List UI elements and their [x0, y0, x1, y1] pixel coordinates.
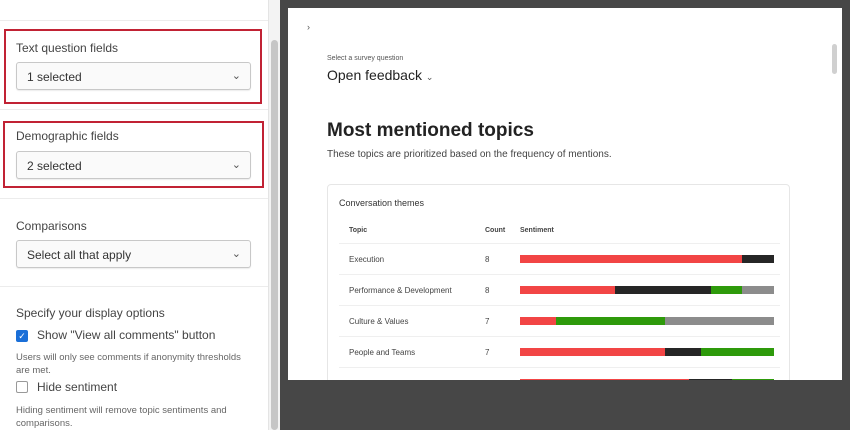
question-value: Open feedback [327, 67, 422, 83]
topic-count: 8 [485, 286, 490, 295]
divider [0, 109, 268, 110]
sentiment-bar [520, 317, 774, 325]
comparisons-dropdown[interactable]: Select all that apply ⌄ [16, 240, 251, 268]
chevron-down-icon: ⌄ [425, 72, 434, 82]
table-row[interactable]: People and Teams 7 [339, 336, 780, 367]
dropdown-value: 2 selected [27, 159, 82, 173]
topic-count: 7 [485, 348, 490, 357]
text-question-dropdown[interactable]: 1 selected ⌄ [16, 62, 251, 90]
question-label: Select a survey question [327, 55, 404, 62]
sentiment-segment-negative [520, 317, 557, 325]
header-count: Count [485, 227, 506, 234]
demographic-dropdown[interactable]: 2 selected ⌄ [16, 151, 251, 179]
table-row[interactable]: Execution 8 [339, 243, 780, 274]
sentiment-segment-negative [520, 255, 743, 263]
expand-icon[interactable]: › [307, 22, 310, 32]
show-comments-checkbox[interactable]: ✓ [16, 330, 28, 342]
sentiment-segment-mixed [615, 286, 711, 294]
preview-scrollbar[interactable] [832, 44, 837, 74]
table-row[interactable]: Leadership 6 [339, 367, 780, 380]
divider [0, 286, 268, 287]
highlight-box [3, 121, 264, 188]
topic-name: Execution [349, 255, 385, 264]
sentiment-bar [520, 348, 774, 356]
chevron-down-icon: ⌄ [231, 248, 241, 260]
topic-count: 8 [485, 255, 490, 264]
topic-name: People and Teams [349, 348, 416, 357]
sentiment-segment-positive [701, 348, 774, 356]
divider [0, 20, 268, 21]
divider [0, 198, 268, 199]
question-dropdown[interactable]: Open feedback ⌄ [327, 67, 433, 83]
comparisons-label: Comparisons [16, 219, 87, 233]
dropdown-value: Select all that apply [27, 248, 132, 262]
sentiment-segment-negative [520, 348, 666, 356]
topic-name: Leadership [349, 379, 389, 380]
themes-table-card: Conversation themes Topic Count Sentimen… [327, 184, 790, 380]
table-title: Conversation themes [339, 198, 425, 208]
demographic-label: Demographic fields [16, 129, 119, 143]
sentiment-segment-mixed [665, 348, 702, 356]
sentiment-segment-mixed [742, 255, 774, 263]
sentiment-segment-mixed [689, 379, 732, 380]
header-topic: Topic [349, 227, 368, 234]
topic-count: 7 [485, 317, 490, 326]
settings-panel: Text question fields 1 selected ⌄ Demogra… [0, 0, 268, 430]
sentiment-bar [520, 379, 774, 380]
chevron-down-icon: ⌄ [231, 159, 241, 171]
table-row[interactable]: Culture & Values 7 [339, 305, 780, 336]
chevron-down-icon: ⌄ [231, 70, 241, 82]
show-comments-label: Show "View all comments" button [37, 328, 216, 342]
page-title: Most mentioned topics [327, 120, 534, 141]
dropdown-value: 1 selected [27, 70, 82, 84]
sentiment-segment-negative [520, 286, 616, 294]
highlight-box [4, 29, 262, 104]
topic-name: Culture & Values [349, 317, 409, 326]
sentiment-segment-neutral [665, 317, 774, 325]
sentiment-bar [520, 286, 774, 294]
hide-sentiment-label: Hide sentiment [37, 380, 118, 394]
header-sentiment: Sentiment [520, 227, 554, 234]
table-row[interactable]: Performance & Development 8 [339, 274, 780, 305]
page-subtitle: These topics are prioritized based on th… [327, 149, 612, 160]
topic-count: 6 [485, 379, 489, 380]
preview-card: › Select a survey question Open feedback… [288, 8, 842, 380]
sentiment-segment-positive [710, 286, 743, 294]
sentiment-segment-negative [520, 379, 690, 380]
display-options-heading: Specify your display options [16, 306, 165, 320]
hide-sentiment-note: Hiding sentiment will remove topic senti… [16, 405, 227, 429]
topic-name: Performance & Development [349, 286, 452, 295]
sentiment-bar [520, 255, 774, 263]
sentiment-segment-positive [731, 379, 774, 380]
sentiment-segment-positive [556, 317, 666, 325]
show-comments-note: Users will only see comments if anonymit… [16, 352, 241, 376]
sentiment-segment-neutral [742, 286, 774, 294]
hide-sentiment-checkbox[interactable] [16, 381, 28, 393]
panel-scrollbar-thumb[interactable] [271, 40, 278, 430]
text-question-label: Text question fields [16, 41, 119, 55]
